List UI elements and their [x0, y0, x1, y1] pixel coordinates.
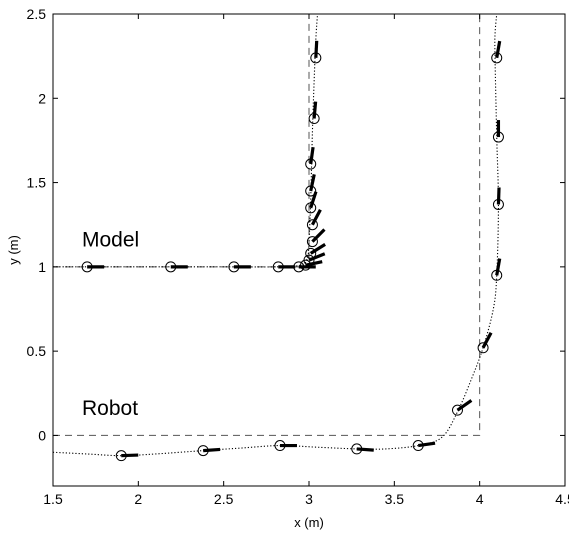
model-pose-point	[310, 52, 322, 64]
pose-markers	[81, 40, 504, 462]
robot-heading-mark	[496, 187, 501, 205]
x-tick-label: 4	[476, 491, 484, 507]
robot-pose-point	[274, 440, 286, 452]
x-axis-label: x (m)	[294, 515, 324, 530]
robot-pose-point	[477, 342, 489, 354]
trajectories	[53, 14, 499, 457]
y-tick-label: 1.5	[27, 175, 47, 191]
model-pose-point	[303, 254, 315, 266]
robot-heading-mark	[456, 399, 473, 412]
model-heading-mark	[309, 146, 315, 165]
robot-heading-mark	[121, 453, 139, 458]
robot-pose-point	[451, 404, 463, 416]
x-tick-label: 3.5	[385, 491, 405, 507]
y-axis-label: y (m)	[6, 235, 21, 265]
reference-path-1	[53, 14, 481, 436]
model-heading-mark	[311, 228, 326, 243]
x-axis: 1.5 2 2.5 3 3.5 4 4.5	[43, 14, 569, 507]
model-heading-mark	[309, 243, 326, 255]
model-pose-point	[305, 185, 317, 197]
model-pose-point	[81, 261, 93, 273]
y-tick-label: 1	[38, 259, 46, 275]
model-pose-point	[306, 219, 318, 231]
robot-pose-point	[491, 52, 503, 64]
y-tick-label: 0.5	[27, 343, 47, 359]
robot-heading-mark	[418, 441, 436, 448]
model-pose-point	[305, 247, 317, 259]
x-tick-label: 1.5	[43, 491, 63, 507]
robot-heading-mark	[481, 332, 493, 349]
x-tick-label: 2	[134, 491, 142, 507]
model-heading-mark	[309, 191, 318, 209]
robot-heading-mark	[495, 258, 502, 276]
robot-pose-point	[115, 450, 127, 462]
robot-heading-mark	[356, 447, 374, 452]
annotation-robot: Robot	[82, 397, 138, 420]
model-pose-point	[272, 261, 284, 273]
robot-pose-point	[351, 443, 363, 455]
robot-pose-point	[412, 440, 424, 452]
robot-trajectory	[53, 14, 499, 457]
model-pose-point	[305, 202, 317, 214]
robot-heading-mark	[203, 447, 221, 453]
model-heading-mark	[312, 101, 318, 119]
robot-pose-point	[491, 269, 503, 281]
x-tick-label: 3	[305, 491, 313, 507]
model-pose-point	[165, 261, 177, 273]
y-axis: 0 0.5 1 1.5 2 2.5	[27, 6, 565, 443]
y-tick-label: 2	[38, 90, 46, 106]
annotation-model: Model	[82, 229, 139, 252]
model-heading-mark	[308, 252, 326, 262]
model-pose-point	[305, 158, 317, 170]
model-pose-point	[308, 113, 320, 125]
y-tick-label: 0	[38, 427, 46, 443]
robot-pose-point	[492, 198, 504, 210]
robot-heading-mark	[495, 40, 502, 59]
model-pose-point	[228, 261, 240, 273]
x-tick-label: 4.5	[555, 491, 569, 507]
model-heading-mark	[309, 174, 316, 192]
y-tick-label: 2.5	[27, 6, 47, 22]
model-heading-mark	[314, 40, 319, 58]
annotations: Model Robot	[82, 229, 139, 421]
x-tick-label: 2.5	[214, 491, 234, 507]
model-pose-point	[293, 261, 305, 273]
robot-pose-point	[197, 445, 209, 457]
robot-pose-point	[492, 131, 504, 143]
model-pose-point	[306, 236, 318, 248]
model-heading-mark	[311, 208, 322, 226]
